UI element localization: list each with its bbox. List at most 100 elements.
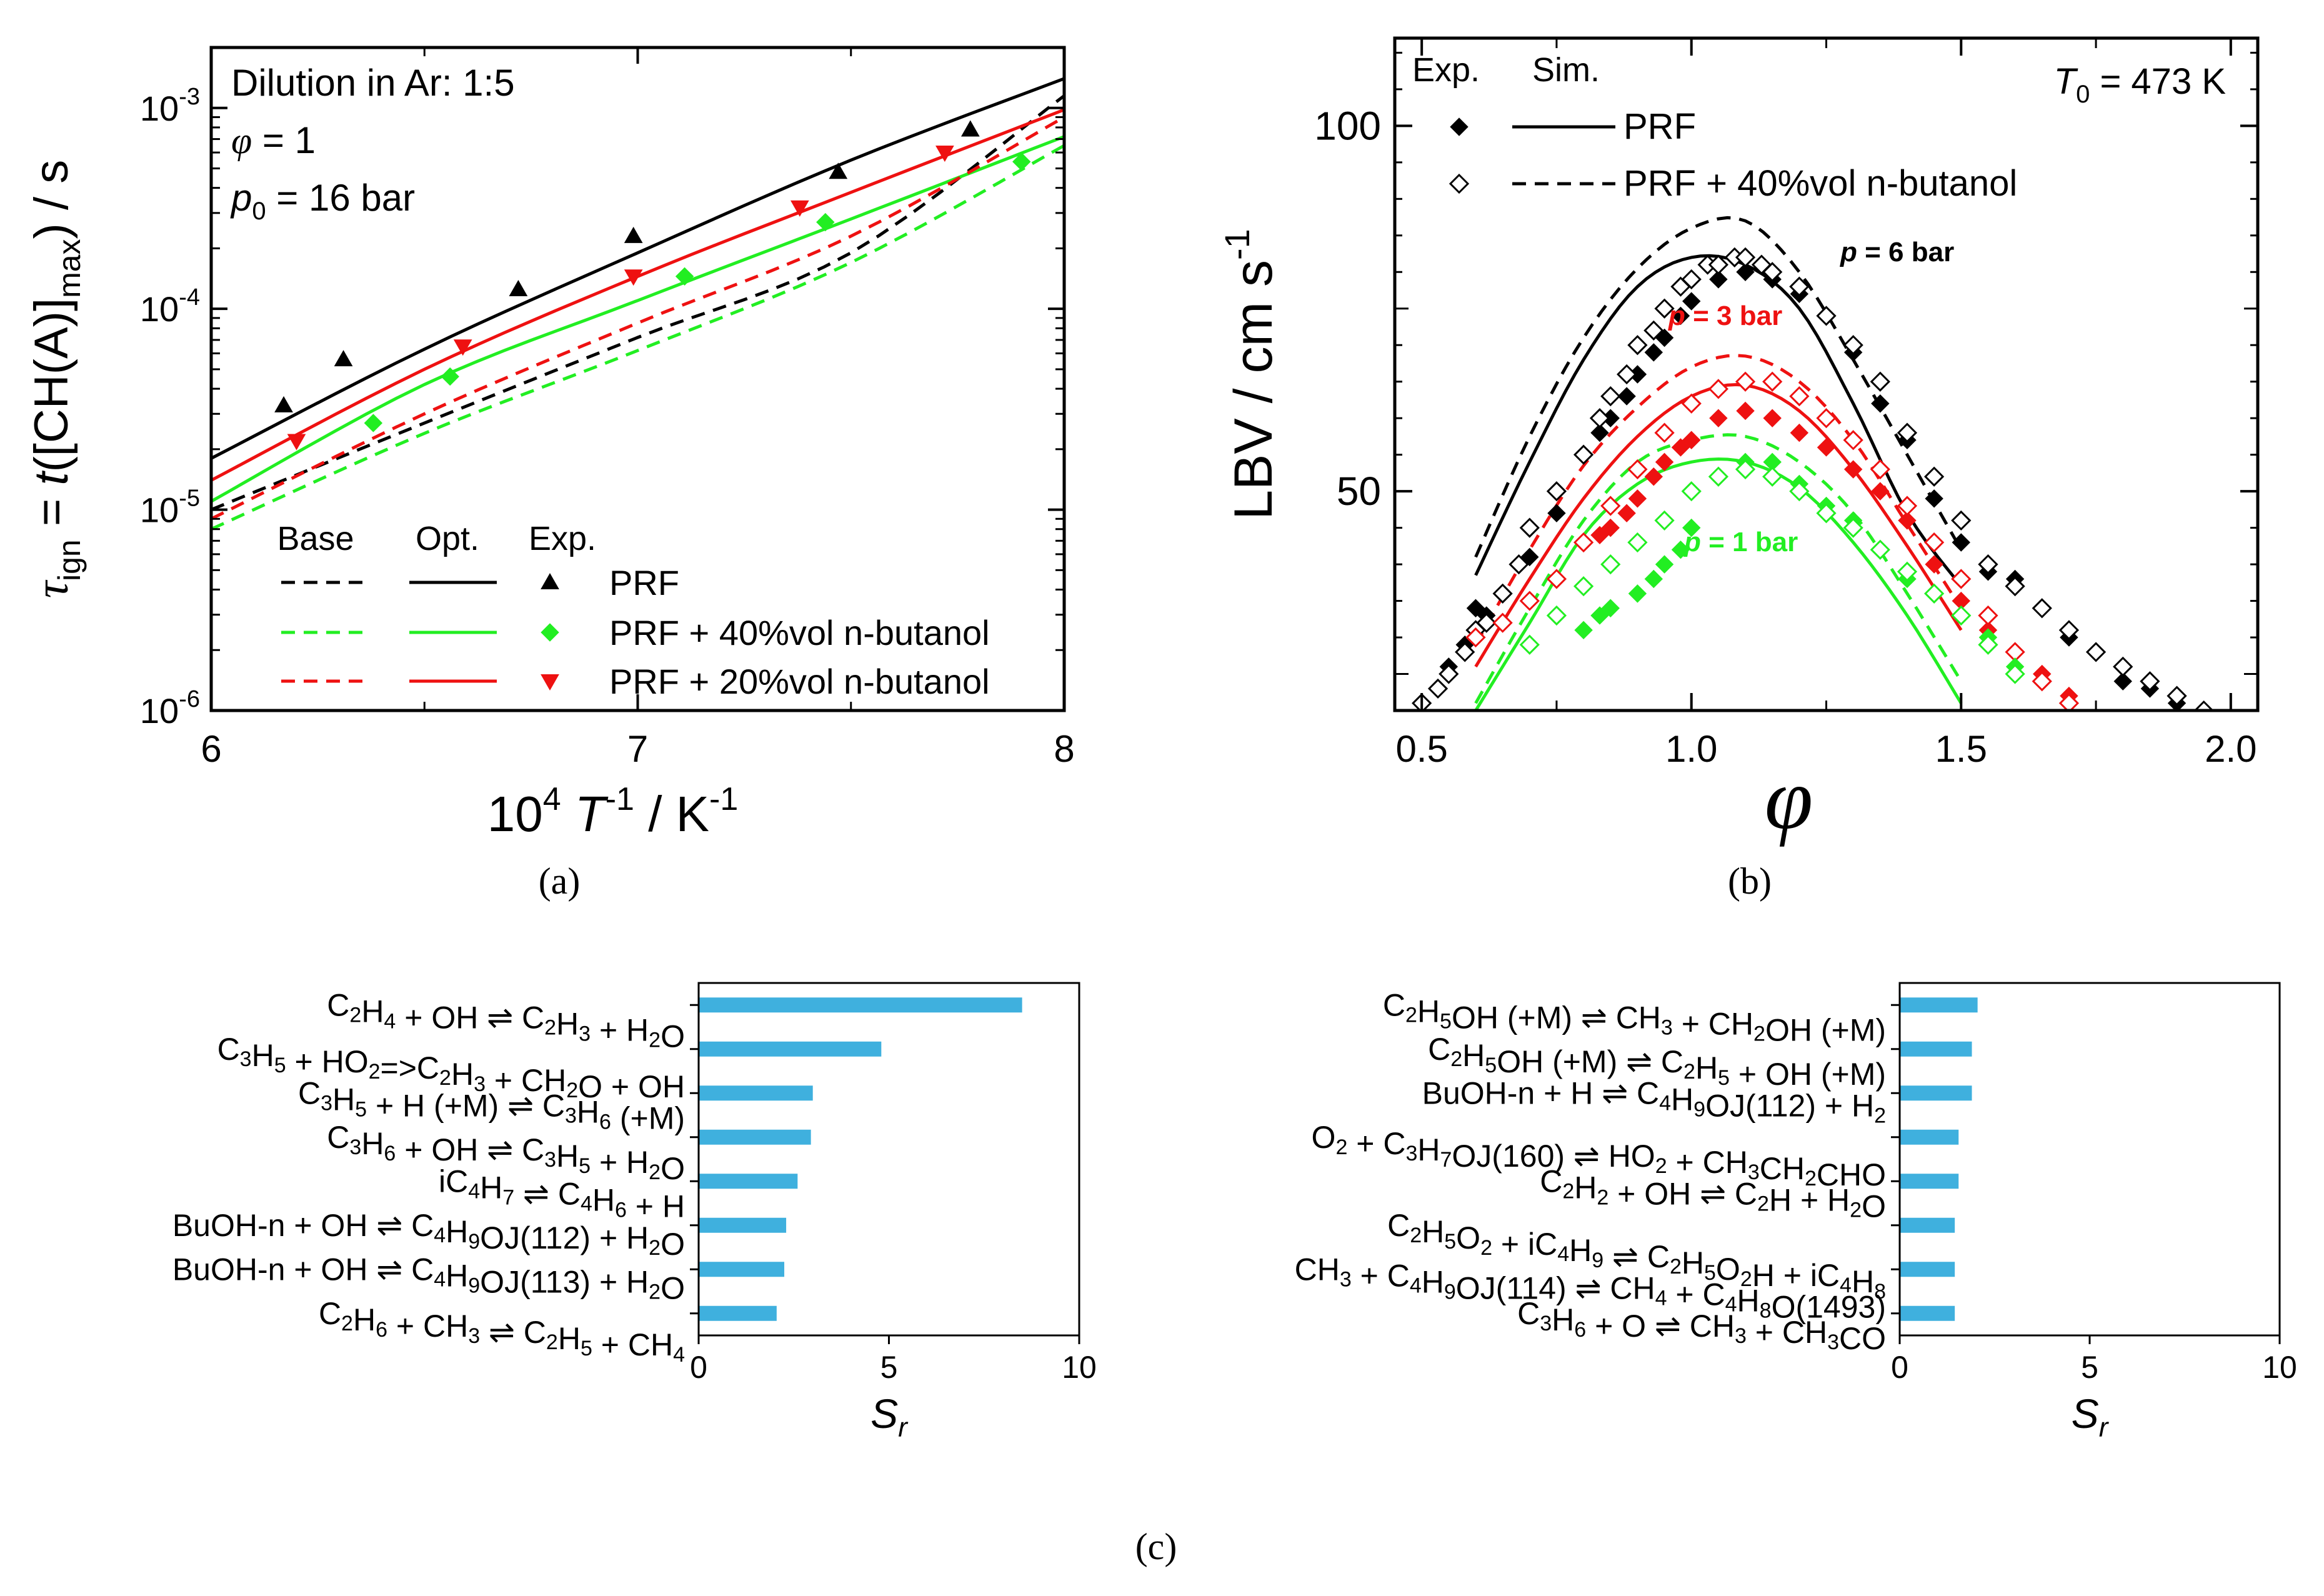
y-label-tau: τ: [26, 579, 78, 598]
reaction-text: BuOH-n + OH ⇌ C: [172, 1208, 434, 1243]
sensitivity-bar: [699, 1129, 811, 1145]
x-label-s: S: [2072, 1390, 2099, 1437]
reaction-text: OH (+M): [1765, 1012, 1886, 1047]
x-tick-label: 6: [201, 728, 221, 770]
exp-point-6: [1590, 423, 1609, 442]
exp-point-series-0: [274, 396, 293, 412]
reaction-label: BuOH-n + OH ⇌ C4H9OJ(113) + H2O: [172, 1252, 685, 1305]
reaction-subscript: 6: [376, 1318, 387, 1342]
exp-point-series-1: [816, 212, 835, 232]
reaction-text: + OH ⇌ C: [396, 1000, 544, 1035]
exp-point-11: [1600, 554, 1621, 575]
exp-point-7: [1897, 422, 1918, 443]
exp-point-7: [1627, 335, 1648, 356]
annotation-phi-value: = 1: [252, 119, 316, 161]
exp-point-series-2: [624, 269, 643, 286]
exp-point-9: [1924, 532, 1945, 553]
reaction-subscript: 5: [1485, 1054, 1497, 1077]
x-label-unit: / K: [634, 786, 709, 842]
exp-point-8: [1655, 452, 1674, 472]
exp-point-9: [1951, 569, 1972, 589]
reaction-text: H: [361, 1126, 384, 1161]
reaction-text: OJ(114) ⇌ CH: [1456, 1270, 1655, 1305]
reaction-subscript: 2: [1850, 1198, 1862, 1222]
exp-point-11: [1789, 481, 1810, 502]
reaction-subscript: 3: [579, 1022, 591, 1045]
reaction-subscript: 2: [439, 1066, 451, 1090]
reaction-label: C2H4 + OH ⇌ C2H3 + H2O: [327, 987, 685, 1054]
caption-a: (a): [539, 860, 581, 902]
exp-point-8: [1671, 438, 1690, 457]
reaction-text: OJ(112) + H: [1705, 1088, 1874, 1123]
exp-point-7: [1843, 335, 1863, 356]
x-label-sup: -1: [709, 781, 738, 817]
reaction-label: BuOH-n + H ⇌ C4H9OJ(112) + H2: [1422, 1075, 1886, 1127]
plot-frame: [209, 46, 1066, 712]
exp-point-7: [2193, 700, 2214, 711]
exp-point-7: [1439, 664, 1459, 684]
exp-point-7: [2032, 598, 2052, 619]
reaction-label: BuOH-n + OH ⇌ C4H9OJ(112) + H2O: [172, 1208, 685, 1262]
reaction-text: H: [1462, 1038, 1485, 1073]
exp-point-7: [1427, 678, 1449, 699]
caption-c: (c): [1135, 1526, 1177, 1567]
exp-point-6: [1682, 292, 1701, 311]
exp-point-7: [1681, 269, 1702, 290]
reaction-subscript: 2: [1410, 1224, 1422, 1247]
exp-point-8: [1709, 409, 1728, 427]
reaction-subscript: 2: [1480, 1236, 1492, 1260]
reaction-label: C3H5 + H (+M) ⇌ C3H6 (+M): [298, 1075, 685, 1135]
exp-point-7: [1600, 386, 1621, 407]
reaction-text: + CH: [1673, 1006, 1753, 1041]
annotation-phi: φ: [231, 120, 252, 161]
reaction-text: + CH: [486, 1063, 566, 1098]
reaction-text: H: [1852, 1264, 1874, 1299]
exp-point-7: [2085, 642, 2107, 662]
reaction-label: C2H5OH (+M) ⇌ CH3 + CH2OH (+M): [1383, 987, 1886, 1047]
x-tick-label: 0: [1891, 1350, 1908, 1385]
exp-point-9: [1762, 371, 1783, 392]
reaction-subscript: 6: [599, 1110, 611, 1134]
exp-point-7: [1509, 554, 1529, 575]
reaction-text: H: [332, 1082, 355, 1117]
reaction-text: + C: [1667, 1277, 1725, 1312]
exp-point-8: [1817, 438, 1836, 457]
reaction-text: BuOH-n + H ⇌ C: [1422, 1075, 1660, 1110]
pressure-symbol: p: [1683, 527, 1701, 557]
sim-line-4: [1474, 457, 1963, 711]
reaction-subscript: 3: [1340, 1267, 1352, 1291]
exp-point-9: [1816, 408, 1837, 429]
exp-point-8: [1601, 518, 1620, 537]
sensitivity-bar: [699, 1262, 785, 1277]
reaction-subscript: 4: [1725, 1292, 1737, 1316]
exp-point-6: [1871, 394, 1890, 413]
reaction-text: C: [217, 1032, 240, 1067]
reaction-subscript: 4: [1557, 1242, 1569, 1266]
reaction-text: CO: [1839, 1321, 1886, 1356]
reaction-subscript: 2: [1805, 1167, 1817, 1190]
exp-point-6: [1547, 504, 1566, 522]
plot-area: [1412, 216, 2214, 711]
reaction-subscript: 3: [1405, 1142, 1417, 1165]
reaction-text: + CH: [592, 1327, 673, 1362]
reaction-text: H: [1737, 1283, 1760, 1318]
pressure-value: = 1 bar: [1701, 527, 1798, 557]
reaction-label: C2H5O2 + iC4H9 ⇌ C2H5O2H + iC4H8: [1387, 1208, 1886, 1304]
reaction-text: C: [1383, 987, 1405, 1022]
exp-point-6: [1617, 387, 1636, 406]
reaction-text: + H (+M) ⇌ C: [367, 1088, 565, 1123]
panel-c-right-sensitivity-chart: C2H5OH (+M) ⇌ CH3 + CH2OH (+M)C2H5OH (+M…: [1295, 982, 2297, 1443]
reaction-subscript: 5: [579, 1154, 591, 1178]
exp-point-8: [1628, 489, 1647, 508]
reaction-text: H: [556, 1006, 579, 1041]
opt-line-series-0: [211, 77, 1064, 460]
reaction-text: + CH: [1747, 1315, 1827, 1350]
reaction-text: OJ(112) + H: [480, 1220, 649, 1255]
reaction-subscript: 2: [1753, 1022, 1765, 1045]
exp-point-7: [1654, 298, 1675, 319]
exp-point-8: [1617, 504, 1636, 522]
reaction-text: + CH: [387, 1309, 468, 1344]
reaction-text: H + H: [1769, 1182, 1850, 1217]
base-line-series-0: [211, 94, 1064, 511]
reaction-text: C: [298, 1075, 321, 1110]
